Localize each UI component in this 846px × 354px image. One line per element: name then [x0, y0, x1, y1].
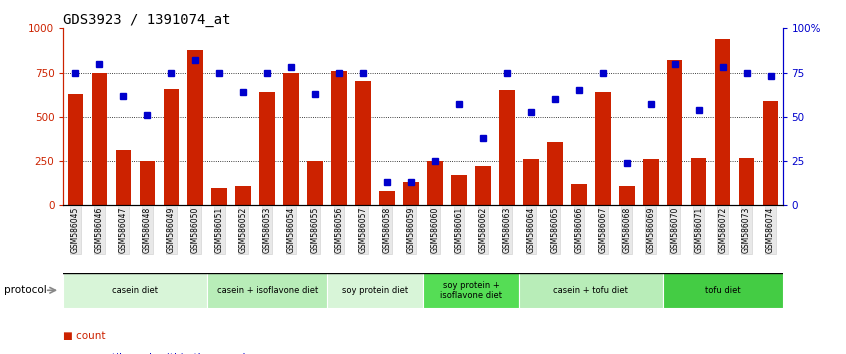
Text: casein + isoflavone diet: casein + isoflavone diet: [217, 286, 318, 295]
Bar: [667, 60, 683, 205]
Bar: [475, 166, 491, 205]
Text: GSM586049: GSM586049: [167, 207, 176, 253]
Bar: [427, 161, 442, 205]
Text: GSM586060: GSM586060: [431, 207, 439, 253]
Bar: [207, 273, 327, 308]
Bar: [68, 94, 83, 205]
Text: GSM586067: GSM586067: [598, 207, 607, 253]
Text: GSM586058: GSM586058: [382, 207, 392, 253]
Bar: [571, 184, 586, 205]
Bar: [619, 186, 634, 205]
Bar: [547, 142, 563, 205]
Text: GSM586074: GSM586074: [766, 207, 775, 253]
Bar: [643, 159, 658, 205]
Bar: [763, 101, 778, 205]
Bar: [739, 158, 755, 205]
Text: GSM586059: GSM586059: [407, 207, 415, 253]
Bar: [499, 90, 514, 205]
Bar: [163, 88, 179, 205]
Text: GSM586055: GSM586055: [310, 207, 320, 253]
Text: GSM586068: GSM586068: [623, 207, 631, 253]
Bar: [188, 50, 203, 205]
Text: GSM586063: GSM586063: [503, 207, 511, 253]
Bar: [595, 92, 611, 205]
Text: GSM586046: GSM586046: [95, 207, 104, 253]
Bar: [379, 191, 395, 205]
Bar: [404, 182, 419, 205]
Text: ■ count: ■ count: [63, 331, 106, 341]
Text: GSM586070: GSM586070: [670, 207, 679, 253]
Text: GSM586061: GSM586061: [454, 207, 464, 253]
Text: GSM586056: GSM586056: [335, 207, 343, 253]
Text: GSM586071: GSM586071: [695, 207, 703, 253]
Text: GSM586065: GSM586065: [551, 207, 559, 253]
Text: GSM586069: GSM586069: [646, 207, 655, 253]
Bar: [662, 273, 783, 308]
Text: casein + tofu diet: casein + tofu diet: [553, 286, 629, 295]
Bar: [691, 158, 706, 205]
Bar: [63, 273, 207, 308]
Text: GSM586045: GSM586045: [71, 207, 80, 253]
Text: GSM586062: GSM586062: [479, 207, 487, 253]
Text: GDS3923 / 1391074_at: GDS3923 / 1391074_at: [63, 13, 231, 27]
Text: soy protein diet: soy protein diet: [342, 286, 408, 295]
Bar: [519, 273, 662, 308]
Text: GSM586066: GSM586066: [574, 207, 583, 253]
Text: tofu diet: tofu diet: [705, 286, 740, 295]
Text: protocol: protocol: [4, 285, 47, 295]
Bar: [355, 81, 371, 205]
Text: GSM586050: GSM586050: [191, 207, 200, 253]
Bar: [283, 73, 299, 205]
Text: casein diet: casein diet: [113, 286, 158, 295]
Text: GSM586052: GSM586052: [239, 207, 248, 253]
Text: soy protein +
isoflavone diet: soy protein + isoflavone diet: [440, 281, 502, 300]
Bar: [212, 188, 227, 205]
Bar: [116, 150, 131, 205]
Text: GSM586057: GSM586057: [359, 207, 367, 253]
Bar: [523, 159, 539, 205]
Text: GSM586051: GSM586051: [215, 207, 223, 253]
Bar: [235, 186, 251, 205]
Text: GSM586047: GSM586047: [119, 207, 128, 253]
Text: GSM586073: GSM586073: [742, 207, 751, 253]
Bar: [140, 161, 155, 205]
Bar: [260, 92, 275, 205]
Bar: [715, 39, 730, 205]
Text: GSM586064: GSM586064: [526, 207, 536, 253]
Bar: [332, 71, 347, 205]
Text: GSM586048: GSM586048: [143, 207, 151, 253]
Bar: [423, 273, 519, 308]
Text: GSM586053: GSM586053: [263, 207, 272, 253]
Bar: [327, 273, 423, 308]
Text: ■ percentile rank within the sample: ■ percentile rank within the sample: [63, 353, 252, 354]
Bar: [91, 73, 107, 205]
Bar: [307, 161, 323, 205]
Text: GSM586054: GSM586054: [287, 207, 295, 253]
Text: GSM586072: GSM586072: [718, 207, 727, 253]
Bar: [451, 175, 467, 205]
